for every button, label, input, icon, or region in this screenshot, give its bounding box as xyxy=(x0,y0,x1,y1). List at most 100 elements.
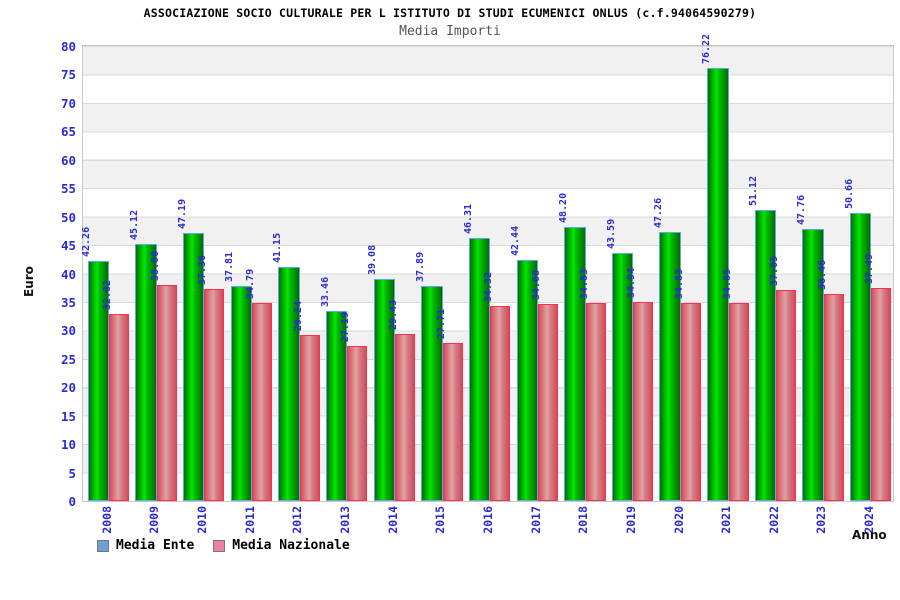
bar-value-label: 34.68 xyxy=(530,269,542,300)
bar-media-ente[interactable] xyxy=(325,310,348,501)
year-group: 39.08 29.43 2014 xyxy=(367,46,417,534)
x-tick-label: 2016 xyxy=(480,506,495,534)
bar-media-ente[interactable] xyxy=(659,232,681,501)
bar-media-nazionale[interactable] xyxy=(585,302,606,501)
bar-media-ente[interactable] xyxy=(516,259,538,501)
y-tick-label: 80 xyxy=(60,39,76,54)
y-tick-label: 45 xyxy=(60,238,76,254)
x-tick-label: 2023 xyxy=(814,506,829,534)
year-group: 46.31 34.32 2016 xyxy=(462,46,512,534)
bar-media-ente[interactable] xyxy=(278,266,300,501)
bar-value-label: 34.85 xyxy=(721,268,733,299)
year-group: 42.26 32.82 2008 xyxy=(81,46,131,534)
y-tick-label: 0 xyxy=(68,494,76,509)
bar-value-label: 51.12 xyxy=(748,176,760,207)
chart-title: ASSOCIAZIONE SOCIO CULTURALE PER L ISTIT… xyxy=(143,6,757,20)
year-group: 76.22 34.85 2021 xyxy=(701,33,750,534)
bar-media-nazionale[interactable] xyxy=(490,305,511,501)
bar-value-label: 37.89 xyxy=(414,251,426,282)
bar-media-ente[interactable] xyxy=(564,226,586,501)
bar-media-nazionale[interactable] xyxy=(871,287,892,501)
x-tick-label: 2012 xyxy=(290,506,305,534)
bar-media-nazionale[interactable] xyxy=(252,303,273,501)
y-tick-label: 30 xyxy=(60,323,76,339)
bar-media-nazionale[interactable] xyxy=(680,302,701,501)
x-tick-label: 2008 xyxy=(99,506,114,534)
x-tick-label: 2019 xyxy=(623,506,638,534)
bar-value-label: 37.36 xyxy=(197,254,209,285)
bars-container: 42.26 32.82 2008 45.12 38.00 2009 47.19 37.36 20… xyxy=(81,33,893,534)
year-group: 47.26 34.83 2020 xyxy=(653,46,703,534)
y-tick-label: 10 xyxy=(60,437,76,453)
bar-value-label: 37.81 xyxy=(224,251,236,282)
bar-value-label: 47.76 xyxy=(796,195,808,226)
legend-label: Media Ente xyxy=(116,538,195,553)
bar-media-ente[interactable] xyxy=(754,210,777,501)
bar-value-label: 43.59 xyxy=(605,218,617,250)
bar-value-label: 27.19 xyxy=(340,312,352,343)
bar-media-ente[interactable] xyxy=(230,285,253,501)
year-group: 41.15 29.24 2012 xyxy=(272,46,322,534)
y-tick-label: 75 xyxy=(60,67,76,83)
bar-media-nazionale[interactable] xyxy=(347,346,368,501)
bar-media-ente[interactable] xyxy=(802,229,824,501)
bar-media-ente[interactable] xyxy=(707,67,729,501)
chart-subtitle: Media Importi xyxy=(399,24,501,39)
bar-media-ente[interactable] xyxy=(850,212,872,501)
x-tick-label: 2015 xyxy=(433,506,448,534)
year-group: 47.19 37.36 2010 xyxy=(177,46,226,534)
year-group: 48.20 34.83 2018 xyxy=(557,46,607,534)
bar-media-nazionale[interactable] xyxy=(109,314,130,501)
legend-item[interactable]: Media Ente xyxy=(97,538,194,553)
bar-media-nazionale[interactable] xyxy=(204,288,225,501)
bar-media-ente[interactable] xyxy=(373,278,396,501)
x-tick-label: 2011 xyxy=(242,506,257,534)
year-group: 51.12 37.05 2022 xyxy=(748,46,798,534)
bar-media-nazionale[interactable] xyxy=(442,343,463,501)
x-tick-label: 2014 xyxy=(385,506,400,534)
year-group: 37.89 27.71 2015 xyxy=(414,46,464,534)
bar-value-label: 36.46 xyxy=(816,259,828,290)
x-tick-label: 2009 xyxy=(147,506,162,534)
bar-value-label: 38.00 xyxy=(149,250,161,281)
y-tick-label: 40 xyxy=(60,266,76,282)
x-tick-label: 2017 xyxy=(528,506,543,534)
x-tick-label: 2021 xyxy=(719,506,734,534)
legend-item[interactable]: Media Nazionale xyxy=(213,538,350,553)
bar-value-label: 33.46 xyxy=(319,276,331,307)
year-group: 42.44 34.68 2017 xyxy=(510,46,560,534)
y-tick-label: 15 xyxy=(60,408,76,424)
plot-area: 42.26 32.82 2008 45.12 38.00 2009 47.19 37.36 20… xyxy=(61,33,894,534)
bar-media-nazionale[interactable] xyxy=(395,333,416,501)
legend: Media Ente Media Nazionale xyxy=(97,538,350,553)
year-group: 47.76 36.46 2023 xyxy=(796,46,846,534)
bar-value-label: 47.26 xyxy=(653,198,665,229)
bar-value-label: 34.83 xyxy=(578,268,590,299)
x-axis-title: Anno xyxy=(852,528,887,542)
bar-value-label: 76.22 xyxy=(700,33,712,64)
bar-media-nazionale[interactable] xyxy=(633,302,654,501)
bar-media-ente[interactable] xyxy=(87,260,110,501)
bar-media-ente[interactable] xyxy=(468,237,491,501)
legend-swatch-icon xyxy=(213,539,226,552)
bar-media-ente[interactable] xyxy=(611,253,634,501)
bar-media-ente[interactable] xyxy=(135,244,157,501)
bar-media-ente[interactable] xyxy=(183,232,205,501)
year-group: 50.66 37.49 2024 xyxy=(844,46,893,534)
bar-media-nazionale[interactable] xyxy=(299,334,320,501)
bar-media-nazionale[interactable] xyxy=(537,303,558,501)
bar-value-label: 46.31 xyxy=(462,203,474,234)
bar-media-nazionale[interactable] xyxy=(156,284,177,501)
bar-value-label: 34.94 xyxy=(626,268,638,299)
x-tick-label: 2020 xyxy=(671,506,686,534)
year-group: 43.59 34.94 2019 xyxy=(605,46,655,534)
bar-media-ente[interactable] xyxy=(421,285,443,501)
bar-value-label: 39.08 xyxy=(367,244,379,275)
bar-media-nazionale[interactable] xyxy=(728,302,749,501)
bar-value-label: 41.15 xyxy=(272,232,284,263)
bar-media-nazionale[interactable] xyxy=(776,290,797,501)
bar-value-label: 48.20 xyxy=(557,192,569,223)
year-group: 33.46 27.19 2013 xyxy=(319,46,369,534)
bar-media-nazionale[interactable] xyxy=(823,293,844,501)
